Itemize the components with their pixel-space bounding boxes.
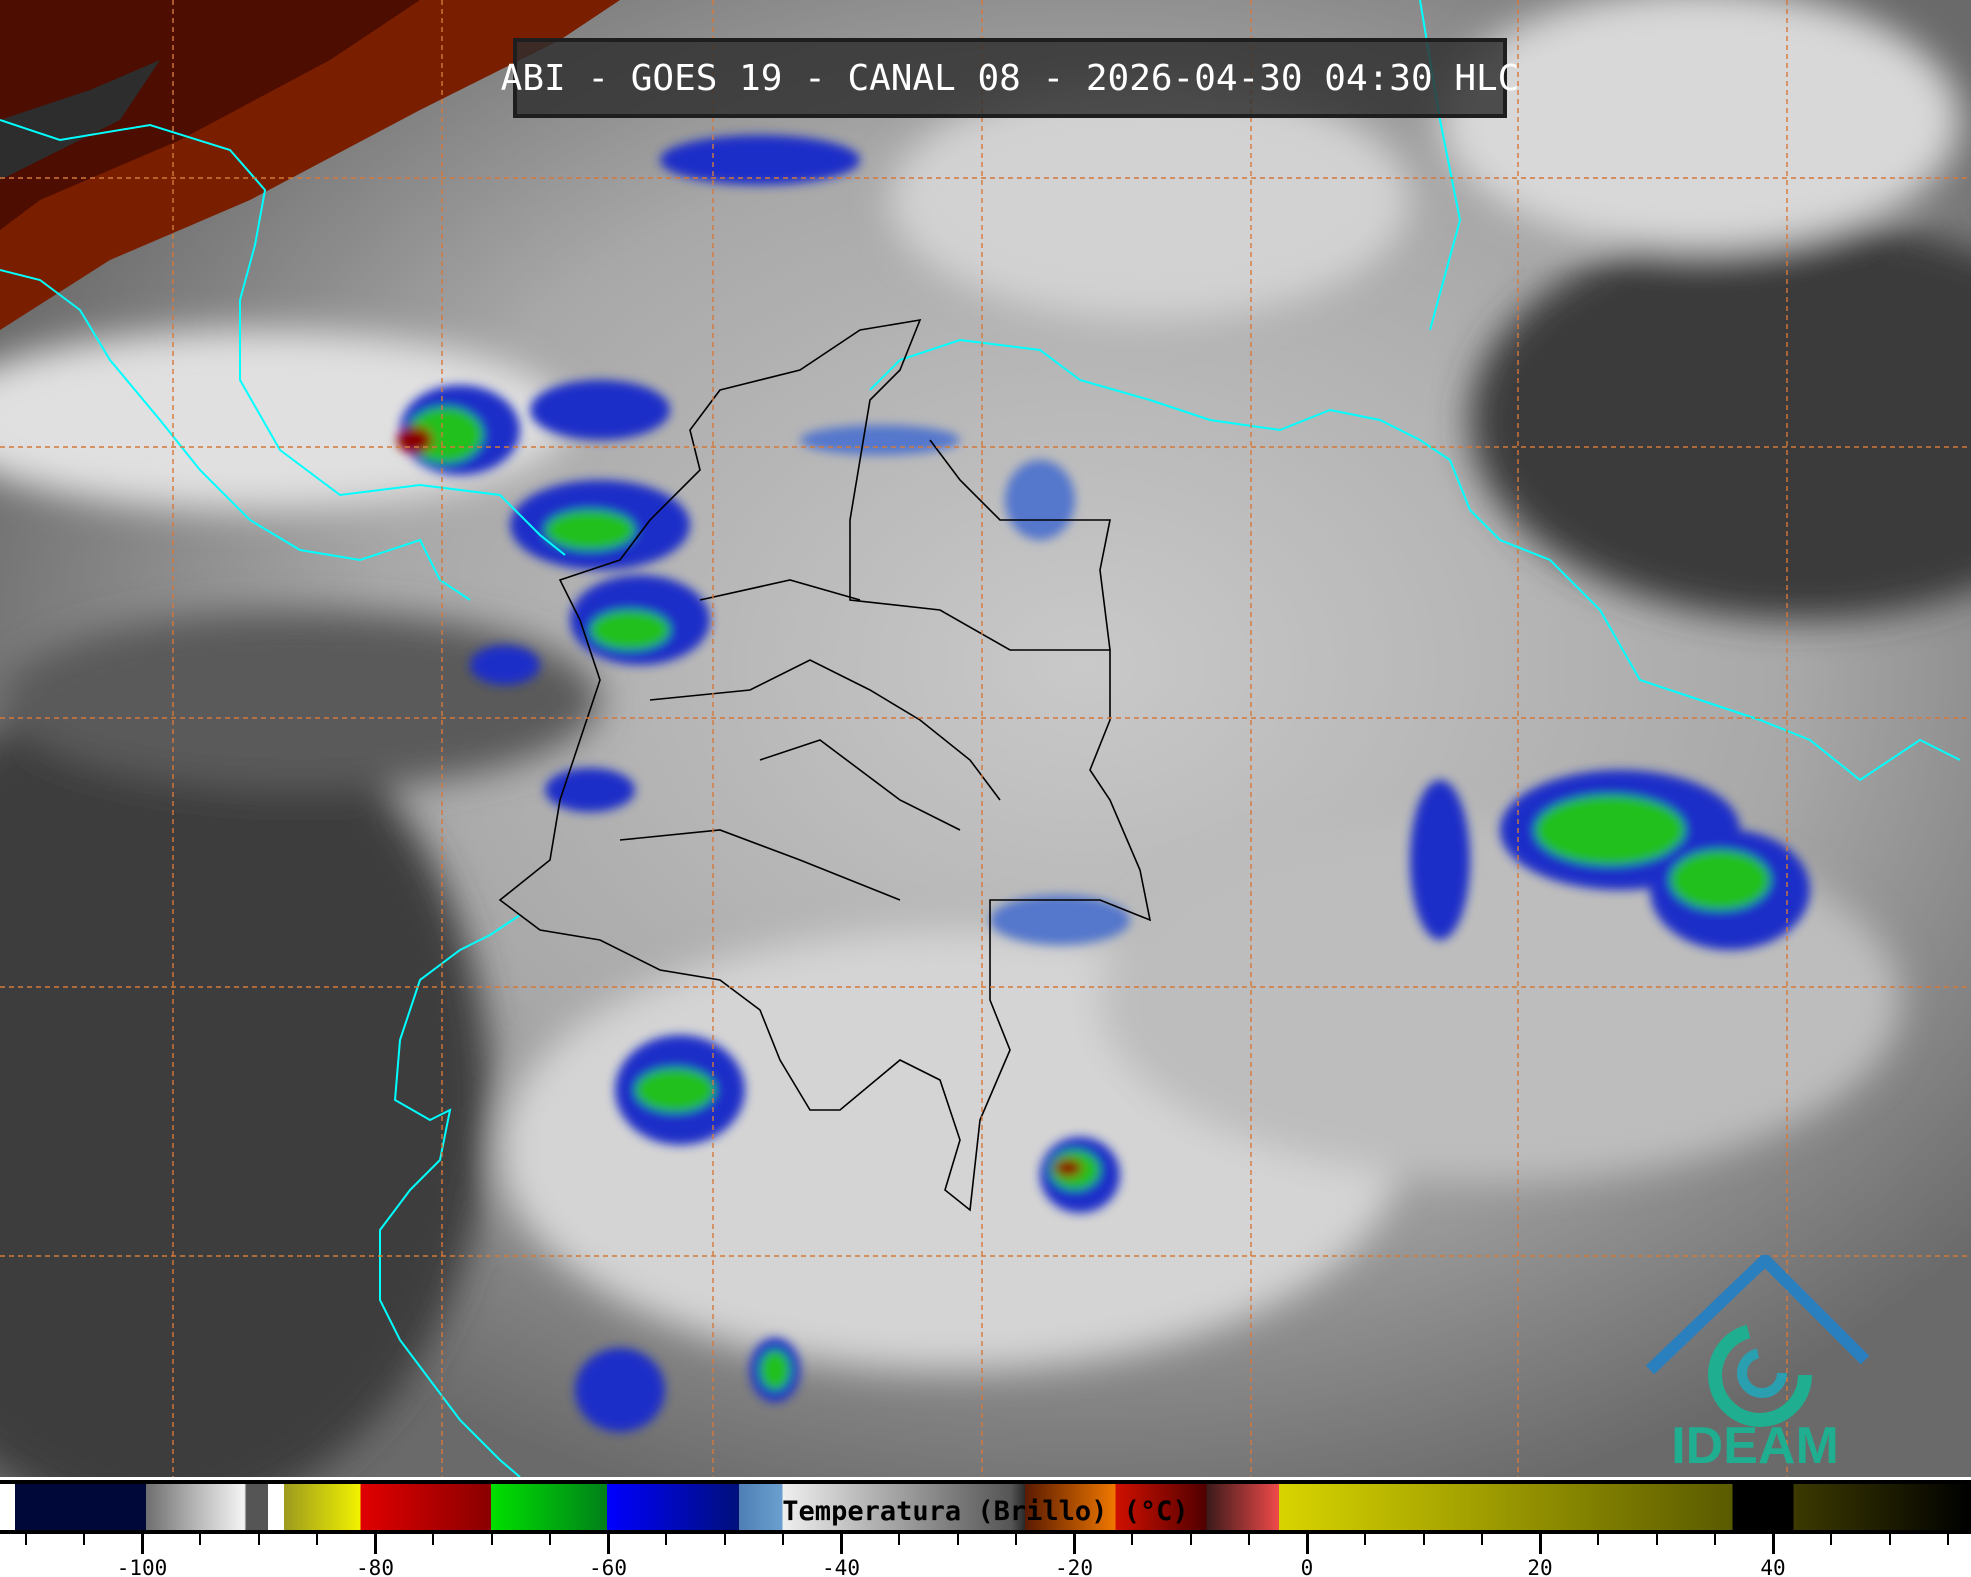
- colorbar-ticks: -100 -80 -60 -40 -20 0 20 40: [0, 1534, 1971, 1577]
- colorbar-scale: Temperatura (Brillo) (°C): [0, 1480, 1971, 1534]
- colorbar-tick-label: 0: [1300, 1556, 1314, 1577]
- cold-air-region: [0, 0, 620, 330]
- title-banner: ABI - GOES 19 - CANAL 08 - 2026-04-30 04…: [501, 38, 1519, 118]
- country-borders: [498, 318, 1152, 1212]
- colorbar-tick: [1597, 1534, 1600, 1545]
- colorbar-tick: [1480, 1534, 1483, 1545]
- colorbar-tick: [1189, 1534, 1192, 1545]
- colorbar-tick: [1306, 1534, 1309, 1554]
- colorbar-tick: [898, 1534, 901, 1545]
- image-title: ABI - GOES 19 - CANAL 08 - 2026-04-30 04…: [500, 57, 1520, 99]
- colorbar-tick: [24, 1534, 27, 1545]
- colorbar-tick: [665, 1534, 668, 1545]
- colorbar-tick: [1073, 1534, 1076, 1554]
- colorbar-tick: [1247, 1534, 1250, 1545]
- colorbar-tick: [1131, 1534, 1134, 1545]
- cloud-field: [0, 0, 1971, 1477]
- ideam-logo: IDEAM: [1645, 1255, 1870, 1470]
- colorbar-tick: [1772, 1534, 1775, 1554]
- satellite-map: [0, 0, 1971, 1477]
- colorbar-tick: [257, 1534, 260, 1545]
- colorbar-tick: [374, 1534, 377, 1554]
- svg-text:IDEAM: IDEAM: [1671, 1417, 1839, 1470]
- colorbar-tick: [840, 1534, 843, 1554]
- coastlines: [0, 0, 1961, 1477]
- colorbar-tick-label: 20: [1527, 1556, 1553, 1577]
- colorbar-tick: [1422, 1534, 1425, 1545]
- colorbar-tick-label: -80: [356, 1556, 394, 1577]
- colorbar-tick-label: -40: [822, 1556, 860, 1577]
- colorbar-tick: [1364, 1534, 1367, 1545]
- colorbar-tick: [1830, 1534, 1833, 1545]
- colorbar-tick: [490, 1534, 493, 1545]
- colorbar-tick: [956, 1534, 959, 1545]
- colorbar-tick: [82, 1534, 85, 1545]
- colorbar-tick-label: -100: [116, 1556, 168, 1577]
- colorbar-tick: [781, 1534, 784, 1545]
- colorbar-tick: [1713, 1534, 1716, 1545]
- colorbar-tick-label: 40: [1760, 1556, 1786, 1577]
- colorbar-tick: [1014, 1534, 1017, 1545]
- colorbar-tick: [1946, 1534, 1949, 1545]
- colorbar-tick: [607, 1534, 610, 1554]
- gridlines: [0, 0, 1971, 1477]
- colorbar-tick: [548, 1534, 551, 1545]
- colorbar-tick-label: -60: [589, 1556, 627, 1577]
- colorbar-tick: [315, 1534, 318, 1545]
- colorbar-tick: [723, 1534, 726, 1545]
- colorbar-legend: Temperatura (Brillo) (°C) -100 -80 -60 -40-…: [0, 1477, 1971, 1577]
- colorbar-tick: [141, 1534, 144, 1554]
- colorbar-tick-label: -20: [1055, 1556, 1093, 1577]
- colorbar-tick: [432, 1534, 435, 1545]
- colorbar-title: Temperatura (Brillo) (°C): [782, 1496, 1189, 1527]
- colorbar-tick: [1539, 1534, 1542, 1554]
- convective-storms: [397, 135, 1810, 1432]
- colorbar-tick: [199, 1534, 202, 1545]
- colorbar-tick: [1655, 1534, 1658, 1545]
- colorbar-tick: [1888, 1534, 1891, 1545]
